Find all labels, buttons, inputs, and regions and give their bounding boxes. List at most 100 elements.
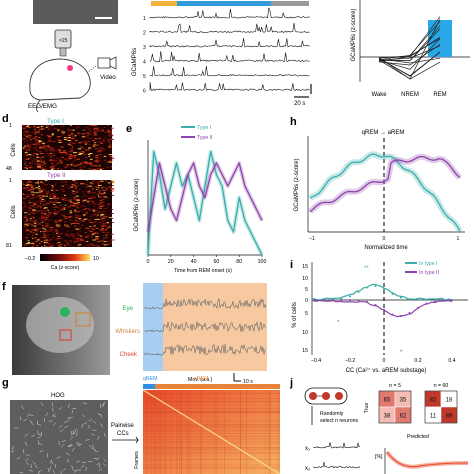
heat-cell: [96, 180, 99, 182]
heat-cell: [83, 194, 86, 196]
heat-cell: [92, 180, 95, 182]
heat-cell: [53, 200, 58, 202]
heat-cell: [40, 204, 42, 206]
heat-cell: [24, 135, 27, 137]
heat-cell: [108, 140, 112, 141]
heat-cell: [29, 232, 34, 233]
heat-cell: [86, 195, 88, 197]
heat-cell: [68, 144, 71, 146]
heat-cell: [50, 158, 52, 160]
heat-cell: [83, 214, 86, 216]
heat-cell: [34, 133, 37, 135]
heat-cell: [80, 183, 83, 185]
heat-cell: [70, 206, 71, 208]
hog-stroke: [64, 425, 69, 428]
heat-cell: [41, 222, 43, 224]
hog-image: [10, 400, 108, 474]
heat-cell: [62, 198, 67, 200]
heat-cell: [71, 155, 74, 157]
heat-cell: [74, 214, 78, 216]
heat-cell: [83, 209, 85, 211]
heat-cell: [27, 240, 30, 242]
heat-cell: [73, 160, 77, 162]
heat-cell: [39, 167, 43, 169]
heat-cell: [63, 139, 67, 141]
h-xtick-0: −1: [309, 236, 315, 242]
hog-stroke: [92, 429, 97, 432]
heat-cell: [41, 156, 44, 158]
hog-stroke: [68, 444, 72, 448]
heat-cell: [76, 158, 80, 160]
heat-cell: [60, 214, 65, 216]
heat-cell: [76, 133, 81, 135]
heat-cell: [48, 219, 51, 221]
heat-cell: [91, 188, 94, 190]
heat-cell: [22, 125, 25, 126]
heat-cell: [61, 156, 64, 158]
heat-cell: [70, 150, 73, 152]
heat-cell: [25, 187, 29, 189]
heat-cell: [101, 129, 105, 131]
heat-cell: [78, 218, 81, 219]
heat-cell: [80, 240, 85, 242]
heat-cell: [95, 189, 98, 190]
hog-stroke: [92, 420, 97, 424]
heat-cell: [46, 246, 48, 248]
hog-stroke: [102, 402, 106, 406]
heat-cell: [60, 162, 63, 164]
heat-cell: [71, 133, 74, 135]
heat-cell: [48, 136, 52, 138]
heat-cell: [65, 242, 70, 243]
heat-cell: [40, 159, 42, 161]
cm-n60-value-1: 18: [446, 398, 453, 404]
heat-cell: [98, 222, 102, 224]
heat-cell: [35, 207, 39, 209]
heat-cell: [77, 204, 79, 206]
heat-cell: [86, 132, 90, 134]
heat-cell: [88, 192, 93, 194]
heat-cell: [34, 130, 37, 132]
hog-stroke: [10, 450, 15, 453]
heat-cell: [72, 205, 77, 207]
g-ccs: CCs: [117, 431, 129, 437]
heat-cell: [101, 226, 104, 228]
heat-cell: [108, 161, 113, 163]
heat-cell: [30, 143, 33, 145]
heat-cell: [35, 245, 39, 247]
heat-cell: [28, 145, 31, 147]
heat-cell: [33, 192, 36, 194]
i-type1-point: [383, 288, 385, 291]
heat-cell: [71, 142, 76, 144]
heat-cell: [106, 222, 110, 224]
b-cell-label-3: 3: [143, 45, 146, 51]
heat-cell: [59, 225, 62, 227]
heat-cell: [35, 140, 39, 141]
heat-cell: [103, 214, 105, 216]
hog-stroke: [24, 433, 28, 438]
heat-cell: [89, 164, 93, 166]
heat-cell: [100, 218, 102, 220]
heat-cell: [89, 148, 91, 150]
hog-stroke: [76, 460, 80, 463]
heat-cell: [28, 146, 33, 148]
heat-cell: [36, 162, 40, 164]
hog-stroke: [69, 416, 73, 419]
heat-cell: [98, 138, 101, 140]
heat-cell: [63, 152, 67, 154]
heat-cell: [99, 224, 103, 226]
heat-cell: [63, 245, 67, 247]
heat-cell: [87, 154, 91, 156]
i-type1-point: [425, 299, 428, 301]
heat-cell: [84, 199, 87, 200]
mouse-icon: [29, 58, 91, 101]
heat-cell: [70, 162, 74, 164]
heat-cell: [26, 223, 31, 224]
heat-cell: [110, 159, 113, 161]
heat-cell: [37, 126, 39, 128]
cm-n60-border: [424, 390, 458, 424]
heat-cell: [41, 216, 45, 218]
heat-cell: [23, 187, 25, 189]
heat-cell: [103, 155, 106, 157]
heat-cell: [73, 223, 75, 224]
heat-cell: [23, 217, 27, 219]
